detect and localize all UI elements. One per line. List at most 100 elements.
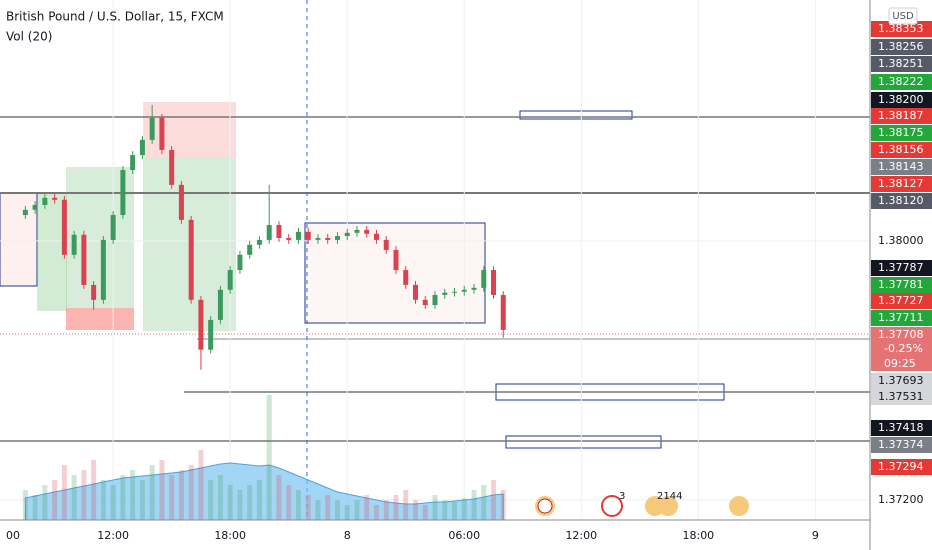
volume-bar xyxy=(52,480,58,520)
x-tick-label: 9 xyxy=(812,529,819,542)
volume-bar xyxy=(393,495,399,520)
volume-bar xyxy=(334,500,340,520)
candle-body xyxy=(315,237,321,240)
x-tick-label: 12:00 xyxy=(565,529,597,542)
candle-body xyxy=(169,149,175,185)
price-tag-label: 1.38222 xyxy=(878,75,924,88)
chart-title: British Pound / U.S. Dollar, 15, FXCM xyxy=(6,10,224,24)
candle-body xyxy=(178,184,184,220)
volume-bar xyxy=(169,475,175,520)
volume-bar xyxy=(42,485,48,520)
volume-bar xyxy=(364,495,370,520)
x-tick-label: 06:00 xyxy=(448,529,480,542)
event-count: 3 xyxy=(619,491,625,502)
candle-body xyxy=(403,270,409,285)
candle-body xyxy=(100,239,106,300)
volume-bar xyxy=(295,490,301,520)
price-tag-label: 1.37531 xyxy=(878,390,924,403)
candle-body xyxy=(198,299,204,350)
candle-body xyxy=(91,284,97,300)
price-tag-label: 1.37374 xyxy=(878,438,924,451)
candle-body xyxy=(481,270,487,288)
price-tag-label: 1.38127 xyxy=(878,177,924,190)
event-icon[interactable] xyxy=(729,496,749,516)
price-tag xyxy=(871,176,932,192)
candle-body xyxy=(139,139,145,156)
volume-bar xyxy=(110,485,116,520)
candle-body xyxy=(256,239,262,245)
price-tag-label: 1.37693 xyxy=(878,374,924,387)
price-tag xyxy=(871,459,932,475)
volume-bar xyxy=(452,502,458,520)
candle-body xyxy=(383,239,389,250)
candle-body xyxy=(227,270,233,290)
price-tag xyxy=(871,293,932,309)
price-tag xyxy=(871,125,932,141)
price-tag-label: 1.37294 xyxy=(878,460,924,473)
price-tag xyxy=(871,277,932,293)
event-icon[interactable] xyxy=(601,495,623,517)
candle-body xyxy=(393,249,399,271)
candle-body xyxy=(286,237,292,240)
candle-body xyxy=(159,117,165,150)
price-tag xyxy=(871,159,932,175)
volume-bar xyxy=(208,480,214,520)
candle-body xyxy=(354,229,360,233)
price-tag-label: 1.38143 xyxy=(878,160,924,173)
event-icon[interactable] xyxy=(658,496,678,516)
candle-body xyxy=(364,229,370,234)
y-tick-label: 1.37200 xyxy=(878,493,924,506)
currency-label: USD xyxy=(892,11,914,22)
volume-bar xyxy=(422,505,428,520)
volume-bar xyxy=(81,470,87,520)
volume-bar xyxy=(461,498,467,520)
events: 3 2144 xyxy=(535,491,749,517)
indicator-label: Vol (20) xyxy=(6,30,52,44)
axis-labels: 1.38000 1.37200 00 12:00 18:00 8 06:00 12:00 18:… xyxy=(6,21,932,542)
volume-bar xyxy=(266,395,272,520)
range-box xyxy=(505,435,662,449)
volume-bar xyxy=(22,490,28,520)
candle-body xyxy=(217,289,223,320)
candle-body xyxy=(149,117,155,140)
candle-body xyxy=(500,294,506,330)
volume-ma-area xyxy=(24,462,504,521)
candle-body xyxy=(188,219,194,300)
price-tag-label: 1.38256 xyxy=(878,40,924,53)
candle-body xyxy=(22,209,28,215)
volume-bar xyxy=(71,475,77,520)
volume-bar xyxy=(305,495,311,520)
x-tick-label: 8 xyxy=(344,529,351,542)
range-box xyxy=(519,110,633,120)
candle-body xyxy=(81,234,87,285)
price-tag xyxy=(871,92,932,108)
candle-body xyxy=(237,254,243,271)
volume-bar xyxy=(159,460,165,520)
volume-bar xyxy=(188,465,194,520)
price-tag xyxy=(871,193,932,209)
currency-badge[interactable] xyxy=(888,7,918,25)
candle-body xyxy=(334,236,340,240)
candle-body xyxy=(32,204,38,210)
volume-bar xyxy=(237,490,243,520)
volume-bar xyxy=(100,480,106,520)
candle-body xyxy=(266,225,272,240)
volume-bar xyxy=(120,475,126,520)
candle-body xyxy=(295,231,301,240)
candle-body xyxy=(412,284,418,300)
price-tag-label: 1.38156 xyxy=(878,143,924,156)
price-tag xyxy=(871,420,932,436)
volume-bar xyxy=(442,500,448,520)
candle-body xyxy=(491,270,497,295)
candle-body xyxy=(130,155,136,170)
x-tick-label: 00 xyxy=(6,529,20,542)
price-change: -0.25% xyxy=(884,342,923,355)
candle-body xyxy=(442,292,448,295)
candle-body xyxy=(471,287,477,290)
volume-bar xyxy=(412,500,418,520)
candle-body xyxy=(208,319,214,350)
price-tag-label: 1.38200 xyxy=(878,93,924,106)
volume-bar xyxy=(481,485,487,520)
volume-bar xyxy=(344,505,350,520)
price-tag xyxy=(871,56,932,72)
